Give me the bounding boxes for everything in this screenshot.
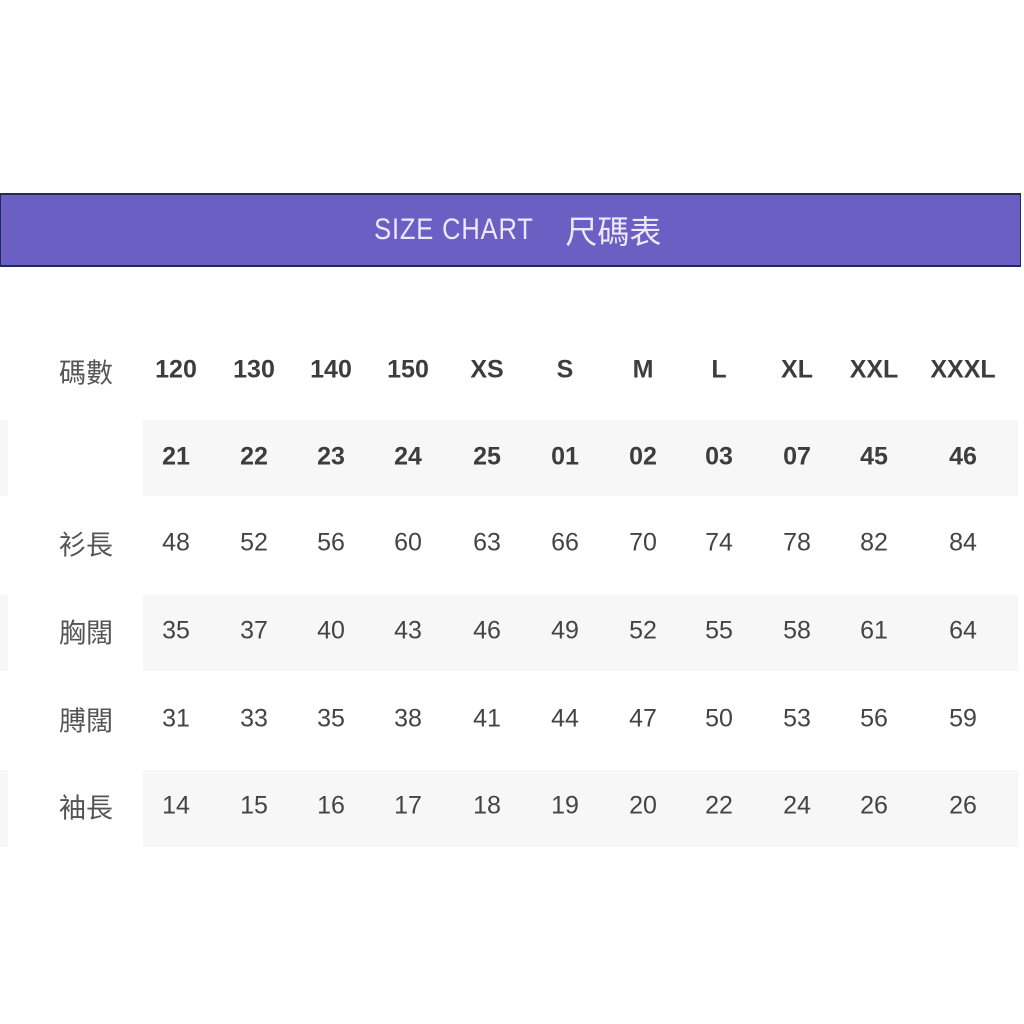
size-code: 45: [860, 442, 888, 471]
size-code: 24: [394, 442, 422, 471]
banner-title-zh: 尺碼表: [565, 214, 662, 250]
measurement-cell: 74: [705, 528, 733, 557]
size-code: 46: [949, 442, 977, 471]
row-band: [143, 420, 1018, 496]
size-header: S: [556, 355, 574, 384]
size-header: XS: [470, 355, 504, 384]
measurement-cell: 20: [629, 791, 657, 820]
measurement-cell: 63: [473, 528, 501, 557]
measurement-cell: 35: [162, 616, 190, 645]
row-label: 衫長: [59, 530, 113, 561]
measurement-cell: 64: [949, 616, 977, 645]
row-label-size: 碼數: [59, 358, 113, 389]
measurement-cell: 59: [949, 704, 977, 733]
size-header: L: [711, 355, 727, 384]
row-band-edge: [0, 420, 8, 496]
measurement-cell: 41: [473, 704, 501, 733]
measurement-cell: 48: [162, 528, 190, 557]
row-label: 膊闊: [59, 706, 113, 737]
size-header: XL: [781, 355, 813, 384]
measurement-cell: 49: [551, 616, 579, 645]
row-band: [143, 595, 1018, 671]
size-header: M: [632, 355, 654, 384]
measurement-cell: 52: [240, 528, 268, 557]
measurement-cell: 43: [394, 616, 422, 645]
size-code: 22: [240, 442, 268, 471]
measurement-cell: 14: [162, 791, 190, 820]
measurement-cell: 31: [162, 704, 190, 733]
measurement-cell: 22: [705, 791, 733, 820]
measurement-cell: 56: [317, 528, 345, 557]
size-header: XXXL: [930, 355, 996, 384]
row-band-edge: [0, 595, 8, 671]
size-code: 21: [162, 442, 190, 471]
measurement-cell: 53: [783, 704, 811, 733]
measurement-cell: 38: [394, 704, 422, 733]
measurement-cell: 26: [860, 791, 888, 820]
measurement-cell: 40: [317, 616, 345, 645]
measurement-cell: 61: [860, 616, 888, 645]
measurement-cell: 78: [783, 528, 811, 557]
row-band-edge: [0, 770, 8, 847]
row-label: 胸闊: [59, 618, 113, 649]
measurement-cell: 16: [317, 791, 345, 820]
size-header: 150: [387, 355, 429, 384]
size-code: 25: [473, 442, 501, 471]
measurement-cell: 58: [783, 616, 811, 645]
row-label: 袖長: [59, 793, 113, 824]
measurement-cell: 50: [705, 704, 733, 733]
measurement-cell: 26: [949, 791, 977, 820]
measurement-cell: 33: [240, 704, 268, 733]
measurement-cell: 55: [705, 616, 733, 645]
size-header: XXL: [849, 355, 899, 384]
size-code: 02: [629, 442, 657, 471]
size-code: 23: [317, 442, 345, 471]
measurement-cell: 19: [551, 791, 579, 820]
measurement-cell: 35: [317, 704, 345, 733]
measurement-cell: 66: [551, 528, 579, 557]
measurement-cell: 15: [240, 791, 268, 820]
size-header: 140: [310, 355, 352, 384]
measurement-cell: 84: [949, 528, 977, 557]
measurement-cell: 60: [394, 528, 422, 557]
measurement-cell: 44: [551, 704, 579, 733]
measurement-cell: 17: [394, 791, 422, 820]
size-code: 01: [551, 442, 579, 471]
measurement-cell: 52: [629, 616, 657, 645]
banner-title-en: SIZE CHART: [373, 213, 534, 246]
measurement-cell: 82: [860, 528, 888, 557]
measurement-cell: 46: [473, 616, 501, 645]
size-header: 120: [155, 355, 197, 384]
size-code: 03: [705, 442, 733, 471]
measurement-cell: 47: [629, 704, 657, 733]
measurement-cell: 37: [240, 616, 268, 645]
measurement-cell: 18: [473, 791, 501, 820]
size-chart-banner: SIZE CHART 尺碼表: [0, 193, 1021, 267]
measurement-cell: 70: [629, 528, 657, 557]
row-band: [143, 770, 1018, 847]
size-code: 07: [783, 442, 811, 471]
size-header: 130: [233, 355, 275, 384]
measurement-cell: 24: [783, 791, 811, 820]
measurement-cell: 56: [860, 704, 888, 733]
